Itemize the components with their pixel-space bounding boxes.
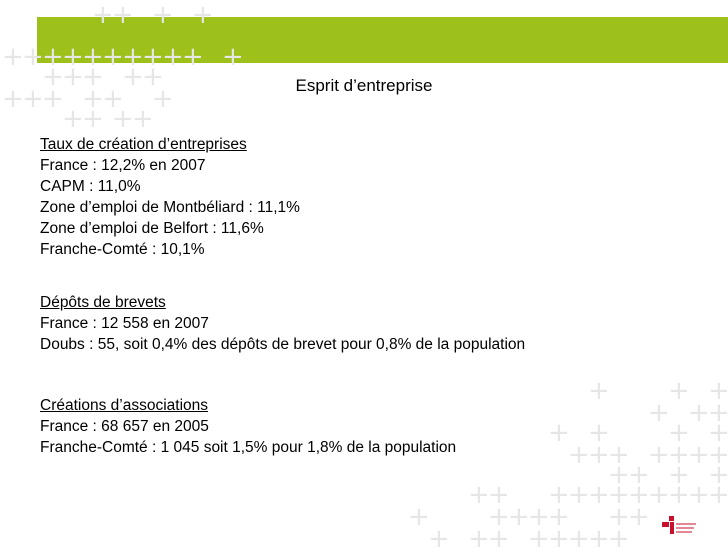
plus-decoration-icon: + [488,480,510,510]
plus-decoration-icon: + [508,502,530,532]
plus-decoration-icon: + [688,480,710,510]
plus-decoration-icon: + [408,502,430,532]
plus-decoration-icon: + [548,502,570,532]
header-accent-bar [37,17,728,63]
plus-decoration-icon: + [608,524,630,554]
plus-decoration-icon: + [628,502,650,532]
section-creations-associations: Créations d’associations France : 68 657… [40,395,456,458]
section-line: Doubs : 55, soit 0,4% des dépôts de brev… [40,336,526,353]
section-line: Zone d’emploi de Montbéliard : 11,1% [40,199,300,216]
plus-decoration-icon: + [548,480,570,510]
section-line: France : 12,2% en 2007 [40,157,206,174]
plus-decoration-icon: + [668,440,690,470]
plus-decoration-icon: + [668,376,690,406]
plus-decoration-icon: + [528,502,550,532]
slide-title: Esprit d’entreprise [295,76,433,95]
plus-decoration-icon: + [688,398,710,428]
plus-decoration-icon: + [468,524,490,554]
plus-decoration-icon: + [648,440,670,470]
plus-decoration-icon: + [588,418,610,448]
section-line: CAPM : 11,0% [40,178,141,195]
section-line: Franche-Comté : 1 045 soit 1,5% pour 1,8… [40,439,457,456]
plus-decoration-icon: + [668,460,690,490]
plus-decoration-icon: + [132,104,154,134]
plus-decoration-icon: + [648,480,670,510]
plus-decoration-icon: + [668,480,690,510]
section-line: Zone d’emploi de Belfort : 11,6% [40,220,264,237]
plus-decoration-icon: + [112,104,134,134]
plus-decoration-icon: + [62,104,84,134]
plus-decoration-icon: + [668,418,690,448]
plus-decoration-icon: + [588,524,610,554]
plus-decoration-icon: + [708,480,728,510]
plus-decoration-icon: + [648,398,670,428]
plus-decoration-icon: + [608,502,630,532]
plus-decoration-icon: + [588,376,610,406]
plus-decoration-icon: + [468,480,490,510]
plus-decoration-icon: + [688,440,710,470]
section-line: France : 12 558 en 2007 [40,315,209,332]
plus-decoration-icon: + [588,480,610,510]
plus-decoration-icon: + [548,524,570,554]
plus-decoration-icon: + [628,460,650,490]
plus-decoration-icon: + [568,440,590,470]
section-heading: Dépôts de brevets [40,294,166,311]
plus-decoration-icon: + [2,42,24,72]
plus-decoration-icon: + [488,524,510,554]
plus-decoration-icon: + [428,524,450,554]
plus-decoration-icon: + [528,524,550,554]
plus-decoration-icon: + [608,480,630,510]
plus-decoration-icon: + [82,104,104,134]
section-heading: Taux de création d’entreprises [40,136,247,153]
plus-decoration-icon: + [608,460,630,490]
plus-decoration-icon: + [588,440,610,470]
plus-decoration-icon: + [568,480,590,510]
organization-logo-icon [662,516,696,534]
plus-decoration-icon: + [708,440,728,470]
plus-decoration-icon: + [568,524,590,554]
plus-decoration-icon: + [708,398,728,428]
plus-decoration-icon: + [708,376,728,406]
plus-decoration-icon: + [608,440,630,470]
section-depots-brevets: Dépôts de brevets France : 12 558 en 200… [40,292,525,355]
plus-decoration-icon: + [488,502,510,532]
section-creation-entreprises: Taux de création d’entreprises France : … [40,134,300,260]
plus-decoration-icon: + [628,480,650,510]
section-line: Franche-Comté : 10,1% [40,241,205,258]
plus-decoration-icon: + [708,418,728,448]
plus-decoration-icon: + [708,460,728,490]
section-heading: Créations d’associations [40,397,209,414]
plus-decoration-icon: + [548,418,570,448]
section-line: France : 68 657 en 2005 [40,418,209,435]
